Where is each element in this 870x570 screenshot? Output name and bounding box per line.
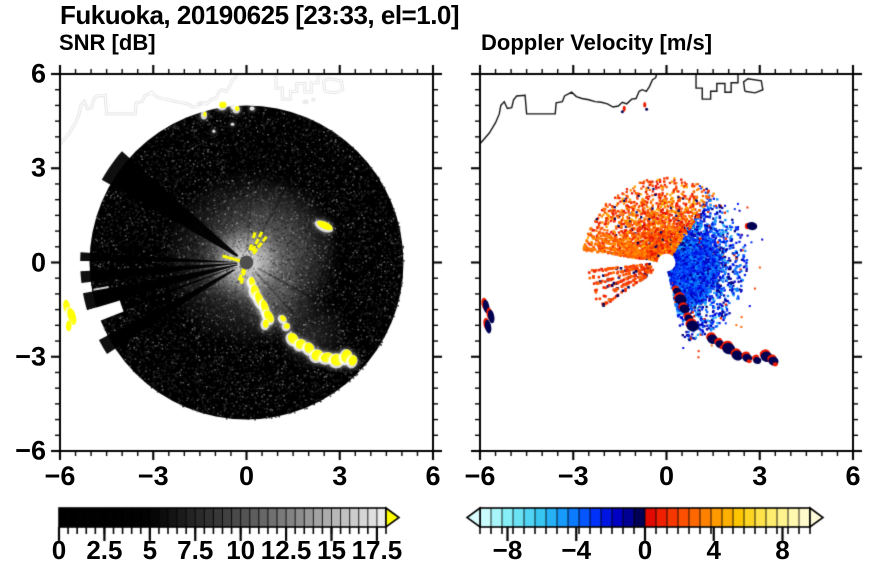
snr-colorbar-tick-label: 12.5: [260, 535, 312, 565]
doppler-x-tick-label: 3: [752, 461, 768, 491]
doppler-panel-title: Doppler Velocity [m/s]: [481, 30, 713, 55]
doppler-colorbar-tick-label: 8: [775, 535, 790, 565]
snr-colorbar-tick-label: 2.5: [86, 535, 123, 565]
doppler-x-tick-label: 0: [658, 461, 675, 491]
snr-x-tick-label: 0: [238, 461, 255, 491]
snr-panel-title: SNR [dB]: [59, 30, 156, 55]
snr-x-tick-label: −6: [44, 461, 76, 491]
doppler-colorbar-tick-label: −8: [492, 535, 523, 565]
snr-colorbar-tick-label: 17.5: [351, 535, 403, 565]
doppler-x-tick-label: −3: [557, 461, 589, 491]
snr-x-tick-label: −3: [137, 461, 169, 491]
figure-title: Fukuoka, 20190625 [23:33, el=1.0]: [60, 0, 460, 30]
doppler-x-tick-label: 6: [845, 461, 861, 491]
snr-x-tick-label: 3: [332, 461, 348, 491]
snr-y-tick-label: 6: [30, 58, 46, 89]
snr-y-tick-label: 0: [30, 247, 46, 277]
snr-y-tick-label: −3: [15, 341, 46, 372]
snr-y-tick-label: −6: [15, 435, 46, 466]
doppler-x-tick-label: −6: [464, 461, 496, 491]
doppler-colorbar-tick-label: 4: [706, 535, 721, 565]
snr-colorbar-tick-label: 5: [142, 535, 158, 565]
snr-colorbar-tick-label: 7.5: [177, 535, 214, 565]
doppler-colorbar-tick-label: 0: [637, 535, 653, 565]
snr-colorbar-tick-label: 15: [317, 535, 346, 565]
snr-colorbar-tick-label: 0: [51, 535, 67, 565]
snr-x-tick-label: 6: [425, 461, 441, 491]
snr-y-tick-label: 3: [30, 152, 46, 183]
snr-colorbar-tick-label: 10: [226, 535, 256, 565]
doppler-colorbar-tick-label: −4: [561, 535, 592, 565]
